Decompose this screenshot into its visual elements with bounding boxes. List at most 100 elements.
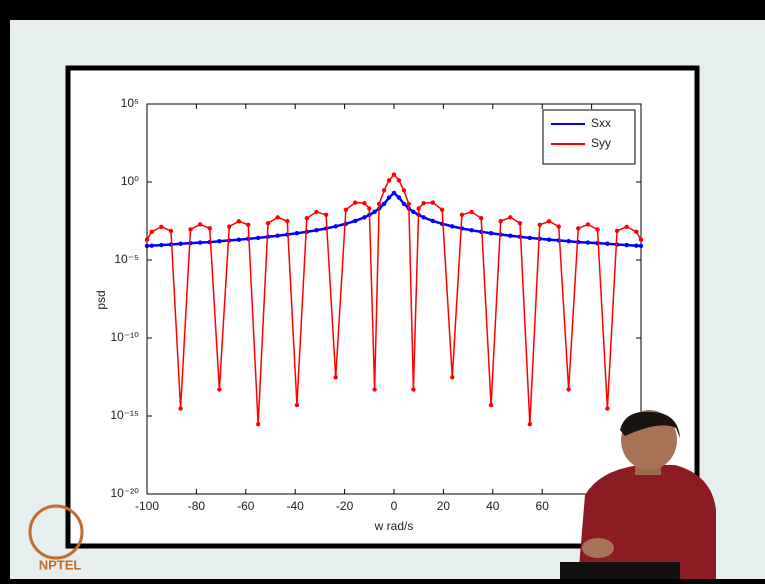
data-point bbox=[294, 402, 300, 408]
data-point bbox=[517, 220, 523, 226]
x-tick-label: -80 bbox=[188, 499, 206, 513]
data-point bbox=[255, 235, 261, 241]
data-point bbox=[638, 237, 644, 242]
data-point bbox=[566, 387, 571, 392]
data-point bbox=[372, 209, 377, 215]
data-point bbox=[566, 239, 571, 244]
data-point bbox=[406, 201, 412, 207]
data-point bbox=[508, 215, 513, 220]
data-point bbox=[634, 243, 639, 248]
data-point bbox=[450, 375, 455, 380]
y-tick-label: 10⁻¹⁰ bbox=[111, 330, 140, 344]
data-point bbox=[294, 231, 300, 236]
data-point bbox=[416, 206, 421, 211]
data-point bbox=[508, 233, 513, 238]
data-point bbox=[159, 224, 164, 229]
top-bar bbox=[0, 0, 765, 20]
data-point bbox=[333, 224, 338, 229]
data-point bbox=[430, 218, 435, 224]
data-point bbox=[605, 406, 610, 411]
data-point bbox=[624, 242, 629, 248]
data-point bbox=[178, 406, 183, 411]
x-tick-label: -100 bbox=[135, 499, 159, 513]
data-point bbox=[638, 243, 644, 249]
data-point bbox=[585, 240, 591, 245]
data-point bbox=[386, 195, 392, 200]
laptop bbox=[560, 562, 680, 579]
data-point bbox=[207, 226, 212, 231]
data-point bbox=[488, 402, 494, 408]
x-tick-label: -20 bbox=[336, 499, 354, 513]
data-point bbox=[236, 219, 242, 224]
presenter-hair bbox=[620, 411, 680, 438]
data-point bbox=[498, 218, 503, 224]
data-point bbox=[546, 237, 552, 242]
data-point bbox=[605, 241, 610, 246]
presenter bbox=[560, 410, 716, 579]
data-point bbox=[275, 215, 280, 220]
x-tick-label: 20 bbox=[437, 499, 451, 513]
data-point bbox=[285, 218, 290, 224]
data-point bbox=[188, 227, 193, 232]
data-point bbox=[149, 229, 154, 235]
data-point bbox=[265, 220, 271, 226]
presenter-shirt bbox=[578, 465, 716, 579]
data-point bbox=[527, 421, 533, 427]
data-point bbox=[343, 207, 349, 213]
data-point bbox=[546, 219, 552, 224]
x-axis-label: w rad/s bbox=[374, 519, 414, 533]
data-point bbox=[469, 209, 474, 215]
data-point bbox=[217, 239, 222, 244]
data-point bbox=[255, 421, 261, 427]
y-tick-label: 10⁻²⁰ bbox=[111, 486, 140, 500]
data-point bbox=[439, 207, 445, 213]
data-point bbox=[391, 190, 397, 196]
x-tick-label: -60 bbox=[237, 499, 255, 513]
data-point bbox=[386, 178, 392, 183]
data-point bbox=[421, 215, 426, 220]
data-point bbox=[401, 201, 407, 207]
data-point bbox=[614, 228, 620, 234]
data-point bbox=[411, 209, 416, 215]
data-point bbox=[459, 212, 465, 217]
data-point bbox=[372, 387, 377, 392]
data-point bbox=[353, 200, 358, 205]
legend-box bbox=[542, 109, 636, 165]
data-point bbox=[362, 215, 367, 220]
data-point bbox=[246, 222, 251, 228]
data-point bbox=[159, 242, 164, 248]
y-axis-label: psd bbox=[94, 290, 108, 309]
data-point bbox=[333, 375, 338, 380]
logo-ring bbox=[28, 504, 84, 560]
data-point bbox=[314, 228, 319, 233]
data-point bbox=[149, 243, 154, 248]
data-point bbox=[217, 387, 222, 392]
x-tick-label: 60 bbox=[536, 499, 550, 513]
data-point bbox=[421, 200, 426, 206]
data-point bbox=[353, 218, 358, 224]
data-point bbox=[391, 172, 397, 177]
data-point bbox=[430, 200, 435, 205]
data-point bbox=[323, 212, 329, 217]
data-point bbox=[537, 222, 542, 228]
data-point bbox=[381, 188, 387, 193]
data-point bbox=[585, 222, 591, 227]
data-point bbox=[478, 215, 484, 221]
data-point bbox=[197, 222, 203, 227]
data-point bbox=[227, 224, 232, 229]
data-point bbox=[304, 215, 310, 221]
data-point bbox=[595, 227, 600, 232]
data-point bbox=[396, 195, 402, 200]
data-point bbox=[411, 387, 416, 392]
y-tick-label: 10⁻¹⁵ bbox=[110, 408, 139, 422]
data-point bbox=[367, 206, 372, 211]
data-point bbox=[178, 241, 183, 246]
data-point bbox=[634, 229, 639, 235]
data-point bbox=[556, 224, 561, 229]
data-point bbox=[488, 231, 494, 236]
data-point bbox=[362, 200, 367, 206]
data-point bbox=[527, 235, 533, 241]
data-point bbox=[275, 233, 280, 238]
data-point bbox=[236, 237, 242, 242]
